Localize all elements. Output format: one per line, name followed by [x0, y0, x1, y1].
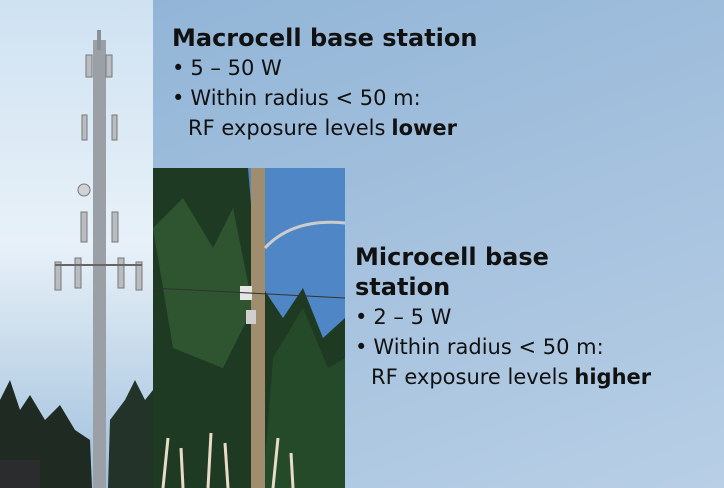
radius: Within radius < 50 m: — [373, 335, 603, 359]
microcell-photo — [153, 168, 345, 488]
microcell-power: 2 – 5 W — [355, 302, 724, 332]
microcell-list: 2 – 5 W Within radius < 50 m: RF exposur… — [355, 302, 724, 392]
microcell-text: Microcell base station 2 – 5 W Within ra… — [355, 242, 595, 392]
exposure-level: lower — [391, 116, 457, 140]
microcell-radius: Within radius < 50 m: — [355, 332, 724, 362]
exposure-level: higher — [574, 365, 651, 389]
exposure: RF exposure levels — [371, 365, 568, 389]
macrocell-title: Macrocell base station — [172, 23, 477, 53]
macrocell-power: 5 – 50 W — [172, 53, 477, 83]
power: 2 – 5 W — [373, 305, 451, 329]
macrocell-radius: Within radius < 50 m: — [172, 83, 477, 113]
radius: Within radius < 50 m: — [190, 86, 420, 110]
microcell-title: Microcell base station — [355, 242, 595, 302]
slide: Macrocell base station 5 – 50 W Within r… — [0, 0, 724, 488]
macrocell-photo — [0, 0, 153, 488]
macrocell-list: 5 – 50 W Within radius < 50 m: RF exposu… — [172, 53, 477, 143]
power: 5 – 50 W — [190, 56, 281, 80]
macrocell-text: Macrocell base station 5 – 50 W Within r… — [172, 23, 477, 143]
exposure: RF exposure levels — [188, 116, 385, 140]
